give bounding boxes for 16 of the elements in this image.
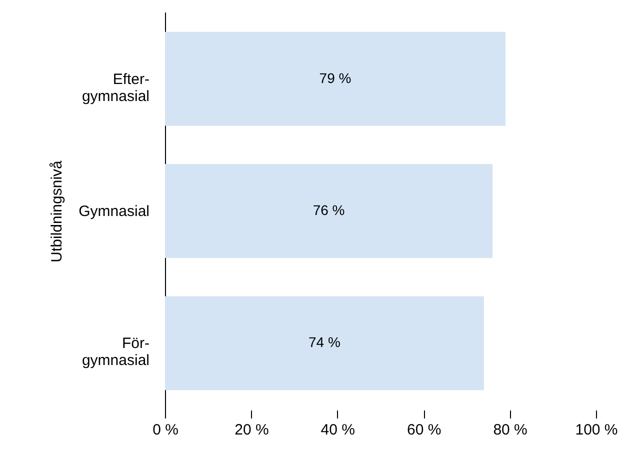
y-tick-label: Efter-gymnasial xyxy=(82,70,150,105)
x-tick-label: 100 % xyxy=(575,422,618,438)
x-tick-label: 20 % xyxy=(234,422,269,438)
y-tick-label: Gymnasial xyxy=(78,203,150,220)
bar xyxy=(165,296,484,390)
bar xyxy=(165,164,493,258)
y-axis-title: Utbildningsnivå xyxy=(48,160,66,262)
bar xyxy=(165,32,506,126)
x-tick-label: 40 % xyxy=(320,422,355,438)
data-label: 79 % xyxy=(319,70,352,86)
data-label: 76 % xyxy=(312,202,345,218)
y-tick-label: För-gymnasial xyxy=(82,335,150,370)
data-label: 74 % xyxy=(308,334,340,350)
x-tick-label: 80 % xyxy=(493,422,528,438)
x-tick-label: 60 % xyxy=(407,422,442,438)
x-tick-label: 0 % xyxy=(152,422,178,438)
